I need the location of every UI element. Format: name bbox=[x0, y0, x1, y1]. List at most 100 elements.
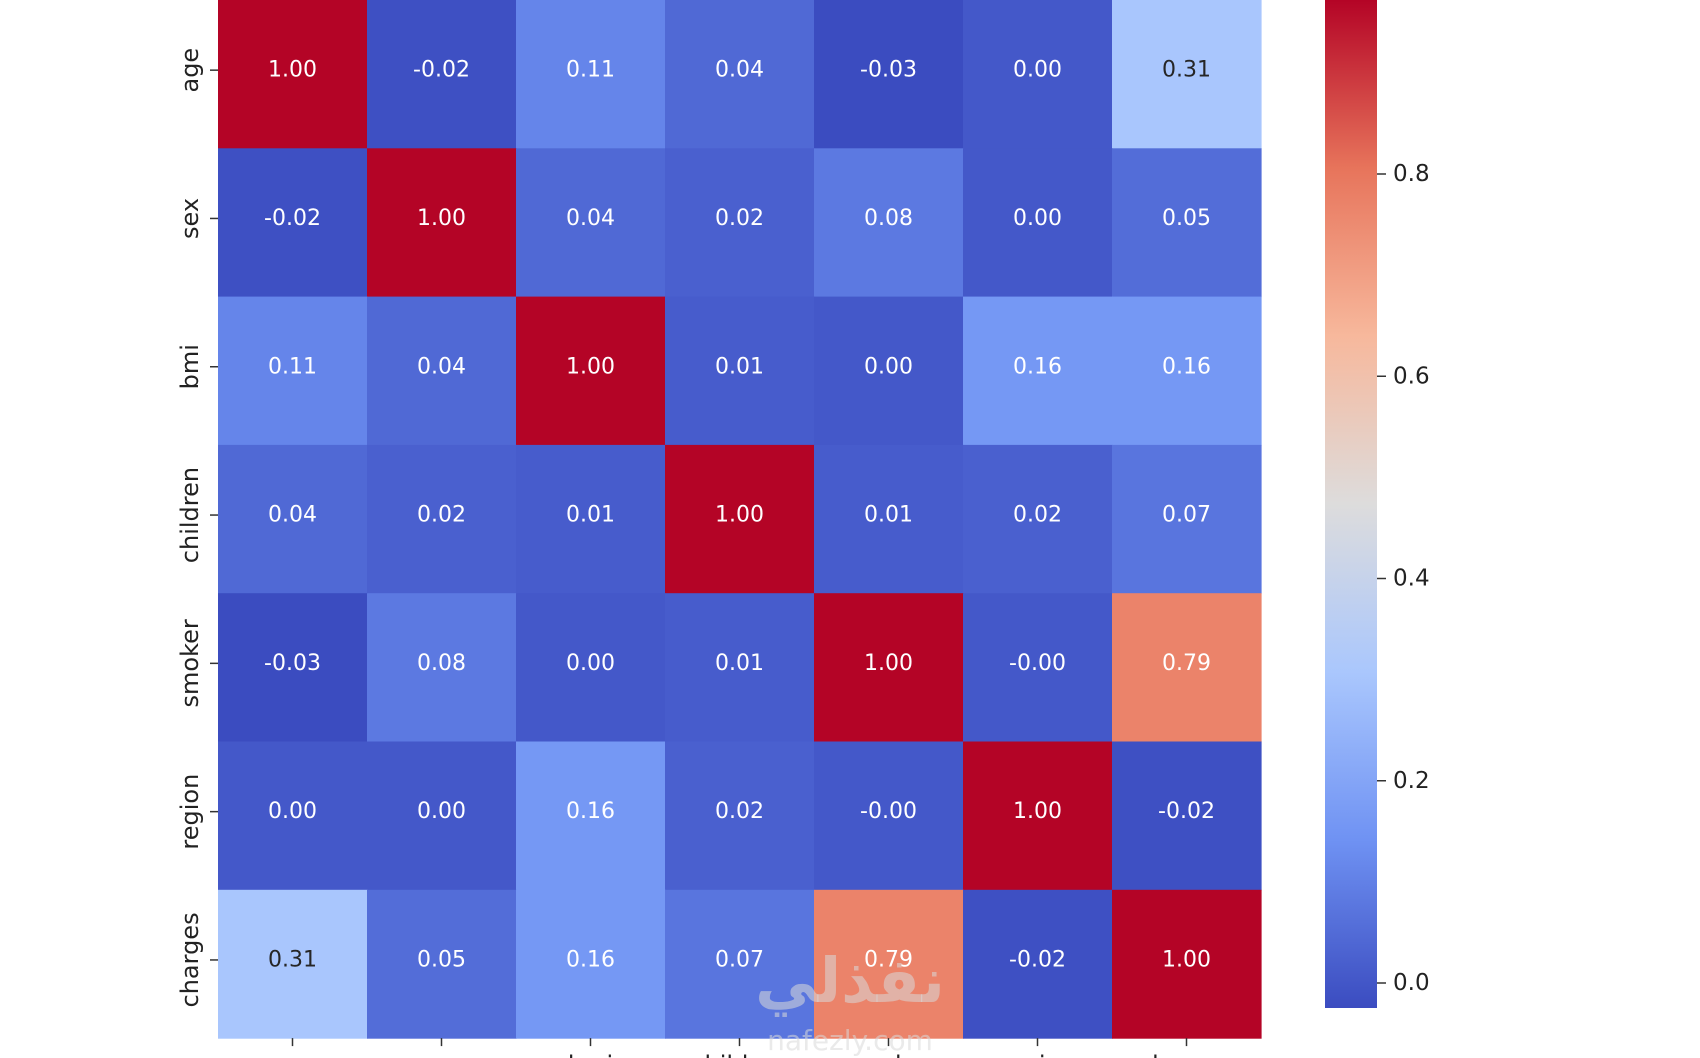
heatmap-cell bbox=[367, 593, 517, 743]
heatmap-cell bbox=[963, 444, 1113, 594]
x-tick-label: charges bbox=[1139, 1051, 1234, 1058]
heatmap-cell-label: 0.02 bbox=[715, 206, 764, 231]
heatmap-cell-label: 0.16 bbox=[566, 799, 615, 824]
heatmap-cell-label: 0.04 bbox=[566, 206, 615, 231]
x-tick-label: region bbox=[1000, 1051, 1076, 1058]
colorbar-tick-label: 0.8 bbox=[1393, 161, 1430, 187]
heatmap-cell bbox=[814, 444, 964, 594]
heatmap-cell bbox=[218, 444, 368, 594]
heatmap-cell-label: 0.79 bbox=[1162, 651, 1211, 676]
heatmap-cell-label: 0.02 bbox=[1013, 503, 1062, 528]
heatmap-cell bbox=[665, 148, 815, 298]
heatmap-cell-label: 1.00 bbox=[864, 651, 913, 676]
colorbar-gradient bbox=[1325, 0, 1377, 1008]
heatmap-cell bbox=[218, 148, 368, 298]
heatmap-cell-label: 1.00 bbox=[1013, 799, 1062, 824]
y-axis: age sex bmi children smoker region charges bbox=[176, 48, 218, 1007]
heatmap-cell-label: -0.00 bbox=[1009, 651, 1066, 676]
heatmap-cell-label: -0.02 bbox=[1158, 799, 1215, 824]
heatmap-cell bbox=[665, 0, 815, 149]
heatmap-cell bbox=[367, 296, 517, 446]
heatmap-cell bbox=[367, 148, 517, 298]
heatmap-cell-label: -0.02 bbox=[413, 58, 470, 83]
y-tick-label: charges bbox=[176, 912, 204, 1007]
heatmap-cell bbox=[367, 444, 517, 594]
x-axis: age sex bmi children smoker region charges bbox=[270, 1038, 1234, 1058]
heatmap-cell-label: 0.05 bbox=[1162, 206, 1211, 231]
heatmap-cell-label: 0.04 bbox=[715, 58, 764, 83]
heatmap-cell bbox=[665, 296, 815, 446]
heatmap-cell bbox=[218, 296, 368, 446]
colorbar-tick-label: 0.6 bbox=[1393, 363, 1430, 389]
heatmap-cell-label: -0.03 bbox=[860, 58, 917, 83]
colorbar bbox=[1325, 0, 1377, 1008]
heatmap-cell-label: -0.00 bbox=[860, 799, 917, 824]
watermark-logo-latin: nafezly.com bbox=[767, 1024, 933, 1057]
x-tick-label: sex bbox=[421, 1051, 462, 1058]
heatmap-cell-label: 0.07 bbox=[715, 947, 764, 972]
heatmap-cell-label: -0.02 bbox=[1009, 947, 1066, 972]
heatmap-cell bbox=[1112, 741, 1262, 891]
heatmap-cell-label: 0.16 bbox=[1013, 354, 1062, 379]
colorbar-tick-label: 0.0 bbox=[1393, 970, 1430, 996]
heatmap-cell-label: 0.00 bbox=[417, 799, 466, 824]
heatmap-cell bbox=[963, 148, 1113, 298]
heatmap-cell bbox=[516, 296, 666, 446]
heatmap-cell-label: 0.00 bbox=[1013, 58, 1062, 83]
heatmap-cell bbox=[814, 296, 964, 446]
heatmap-cell-label: 0.16 bbox=[566, 947, 615, 972]
heatmap-cell bbox=[1112, 0, 1262, 149]
heatmap-cell-label: -0.02 bbox=[264, 206, 321, 231]
heatmap-cell bbox=[218, 889, 368, 1039]
heatmap-cell bbox=[367, 741, 517, 891]
heatmap-cell bbox=[963, 593, 1113, 743]
heatmap-cell-label: 0.01 bbox=[566, 503, 615, 528]
watermark-logo-arabic: نفذلي bbox=[755, 944, 945, 1017]
heatmap-cell-label: 1.00 bbox=[1162, 947, 1211, 972]
heatmap-cell-label: 1.00 bbox=[566, 354, 615, 379]
heatmap-cell bbox=[218, 593, 368, 743]
heatmap-cell bbox=[516, 593, 666, 743]
heatmap-cell-label: 0.07 bbox=[1162, 503, 1211, 528]
heatmap-cell-label: 0.11 bbox=[566, 58, 615, 83]
heatmap-cell bbox=[218, 741, 368, 891]
heatmap-cell bbox=[516, 741, 666, 891]
x-tick-label: children bbox=[691, 1051, 787, 1058]
watermark: نفذلي nafezly.com bbox=[755, 944, 945, 1057]
heatmap-cell-label: 0.00 bbox=[566, 651, 615, 676]
heatmap-cell bbox=[814, 889, 964, 1039]
x-tick-label: bmi bbox=[568, 1051, 613, 1058]
heatmap-cell-label: 1.00 bbox=[417, 206, 466, 231]
heatmap-cell-label: 0.31 bbox=[268, 947, 317, 972]
heatmap-cell bbox=[516, 0, 666, 149]
heatmap-cell bbox=[963, 0, 1113, 149]
x-tick-label: age bbox=[270, 1051, 315, 1058]
heatmap-annotations: 1.00 -0.02 0.11 0.04 -0.03 0.00 0.31 -0.02 1.00 0… bbox=[264, 58, 1215, 973]
colorbar-tick-label: 0.2 bbox=[1393, 768, 1430, 794]
heatmap-cell bbox=[516, 148, 666, 298]
heatmap-cell-label: 0.16 bbox=[1162, 354, 1211, 379]
heatmap-cell-label: 0.02 bbox=[417, 503, 466, 528]
heatmap-cell-label: 0.31 bbox=[1162, 58, 1211, 83]
heatmap-cell bbox=[1112, 593, 1262, 743]
heatmap-cell bbox=[367, 889, 517, 1039]
heatmap-cell-label: 0.79 bbox=[864, 947, 913, 972]
heatmap-cell-label: 0.00 bbox=[268, 799, 317, 824]
heatmap-cell bbox=[367, 0, 517, 149]
heatmap-cell bbox=[1112, 444, 1262, 594]
heatmap-cell bbox=[814, 593, 964, 743]
colorbar-tick-label: 0.4 bbox=[1393, 566, 1430, 592]
heatmap-cell bbox=[1112, 148, 1262, 298]
heatmap-cell bbox=[516, 889, 666, 1039]
y-tick-label: sex bbox=[176, 198, 204, 239]
heatmap-cell bbox=[665, 593, 815, 743]
heatmap-cell-label: 0.08 bbox=[417, 651, 466, 676]
heatmap-cell bbox=[218, 0, 368, 149]
colorbar-ticks: 0.0 0.2 0.4 0.6 0.8 bbox=[1377, 161, 1430, 996]
heatmap-cell-label: -0.03 bbox=[264, 651, 321, 676]
heatmap-cell bbox=[516, 444, 666, 594]
heatmap-cell-label: 0.08 bbox=[864, 206, 913, 231]
heatmap-cell-label: 0.01 bbox=[715, 354, 764, 379]
heatmap-cell bbox=[963, 889, 1113, 1039]
heatmap-cell-label: 0.01 bbox=[864, 503, 913, 528]
